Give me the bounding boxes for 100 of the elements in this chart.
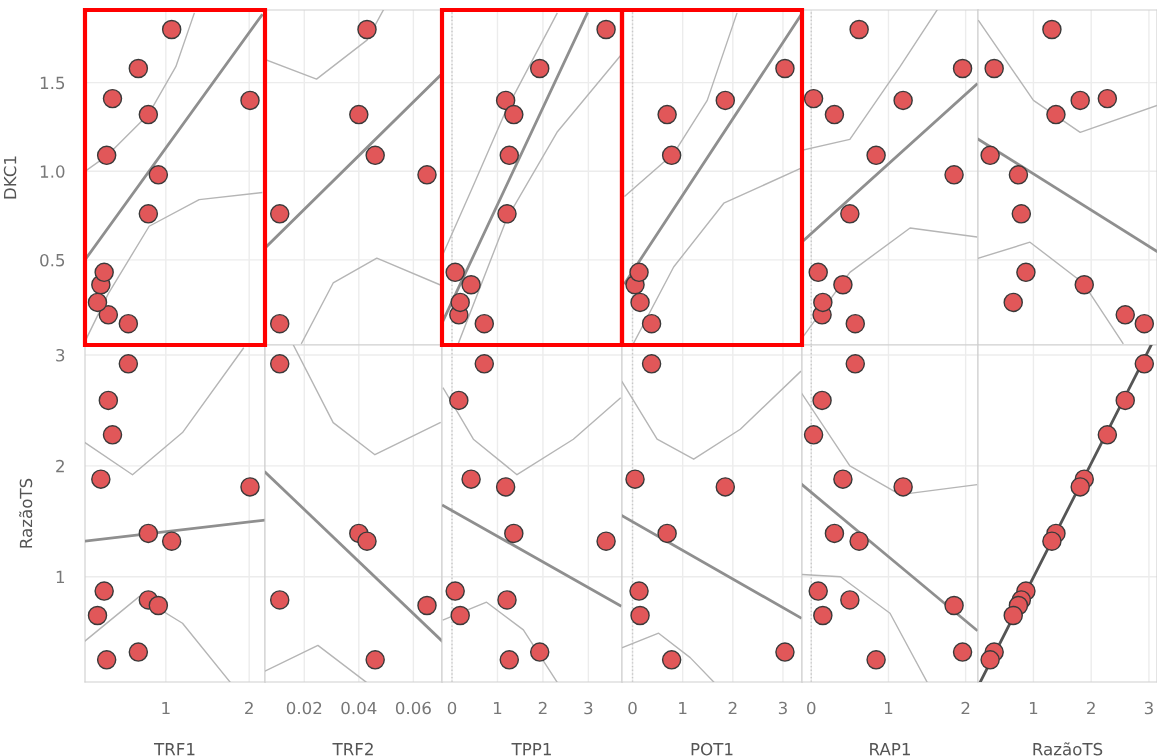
x-tick-label: 0.02 (286, 701, 322, 715)
point (1042, 531, 1062, 551)
point (161, 19, 182, 40)
point (461, 274, 481, 295)
x-tick-label: 2 (961, 701, 970, 715)
point (596, 531, 616, 551)
point (357, 531, 377, 551)
point (102, 88, 123, 109)
x-tick-label: 0 (807, 701, 816, 715)
x-tick-label: 0 (447, 701, 457, 715)
point (630, 292, 650, 313)
point (630, 605, 650, 626)
point (1003, 605, 1023, 626)
point (529, 642, 550, 662)
x-axis-title: TRF2 (332, 742, 373, 756)
point (808, 262, 828, 283)
point (474, 313, 495, 334)
point (495, 90, 516, 111)
x-tick-label: 0.04 (341, 701, 377, 715)
y-axis-title: RazãoTS (19, 478, 33, 548)
point (661, 650, 682, 670)
point (629, 262, 649, 283)
line-series (85, 347, 245, 476)
point (840, 590, 860, 610)
point (445, 262, 465, 283)
point (417, 595, 437, 616)
point (417, 165, 437, 185)
point (1115, 390, 1135, 411)
point (1097, 425, 1118, 445)
x-tick-label: 2 (728, 701, 737, 715)
point (269, 590, 290, 610)
point (625, 469, 645, 489)
point (497, 590, 517, 610)
point (845, 313, 866, 334)
point (349, 104, 369, 125)
point (499, 145, 520, 166)
point (715, 90, 736, 111)
point (840, 204, 860, 224)
y-tick-label: 1.0 (40, 165, 65, 178)
point (1011, 204, 1032, 224)
point (845, 354, 866, 374)
point (450, 292, 470, 313)
point (833, 469, 853, 489)
point (138, 523, 159, 544)
x-tick-label: 2 (245, 701, 253, 715)
point (849, 19, 869, 40)
point (1134, 354, 1155, 374)
point (91, 469, 111, 489)
point (866, 650, 886, 670)
point (641, 354, 662, 374)
point (812, 390, 832, 411)
x-tick-label: 1 (679, 701, 687, 715)
point (1016, 262, 1036, 283)
point (240, 90, 260, 111)
point (1097, 88, 1118, 109)
point (450, 605, 470, 626)
point (148, 595, 169, 616)
point (474, 354, 495, 374)
x-tick-label: 3 (1144, 701, 1153, 715)
point (775, 642, 795, 662)
point (118, 313, 139, 334)
point (365, 145, 385, 166)
x-axis-title: POT1 (691, 742, 733, 756)
point (128, 642, 149, 662)
x-tick-label: 1 (884, 701, 893, 715)
point (161, 531, 182, 551)
x-tick-label: 1 (493, 701, 502, 715)
x-tick-label: 2 (538, 701, 547, 715)
point (849, 531, 869, 551)
point (240, 477, 260, 497)
x-tick-label: 0.06 (395, 701, 431, 715)
point (944, 595, 964, 616)
point (893, 477, 913, 497)
point (98, 390, 119, 411)
line-series (85, 12, 195, 172)
point (98, 305, 119, 325)
point (96, 650, 117, 670)
point (952, 58, 973, 79)
point (499, 650, 520, 670)
y-tick-label: 1.5 (40, 76, 65, 90)
point (94, 581, 114, 601)
point (813, 292, 833, 313)
point (980, 145, 1000, 166)
x-axis-title: RAP1 (870, 743, 910, 756)
x-axis-title: TRF1 (153, 743, 195, 756)
x-tick-label: 2 (1087, 701, 1095, 715)
point (1008, 165, 1029, 185)
point (148, 165, 169, 185)
point (504, 104, 524, 125)
x-tick-label: 1 (162, 701, 170, 715)
point (803, 88, 824, 109)
point (102, 425, 123, 445)
point (833, 274, 853, 295)
point (952, 642, 973, 662)
x-axis-title: RazãoTS (1033, 742, 1103, 756)
point (357, 19, 377, 40)
point (1070, 477, 1090, 497)
point (661, 145, 682, 166)
y-tick-label: 2 (56, 459, 64, 473)
x-tick-label: 0 (628, 701, 637, 715)
